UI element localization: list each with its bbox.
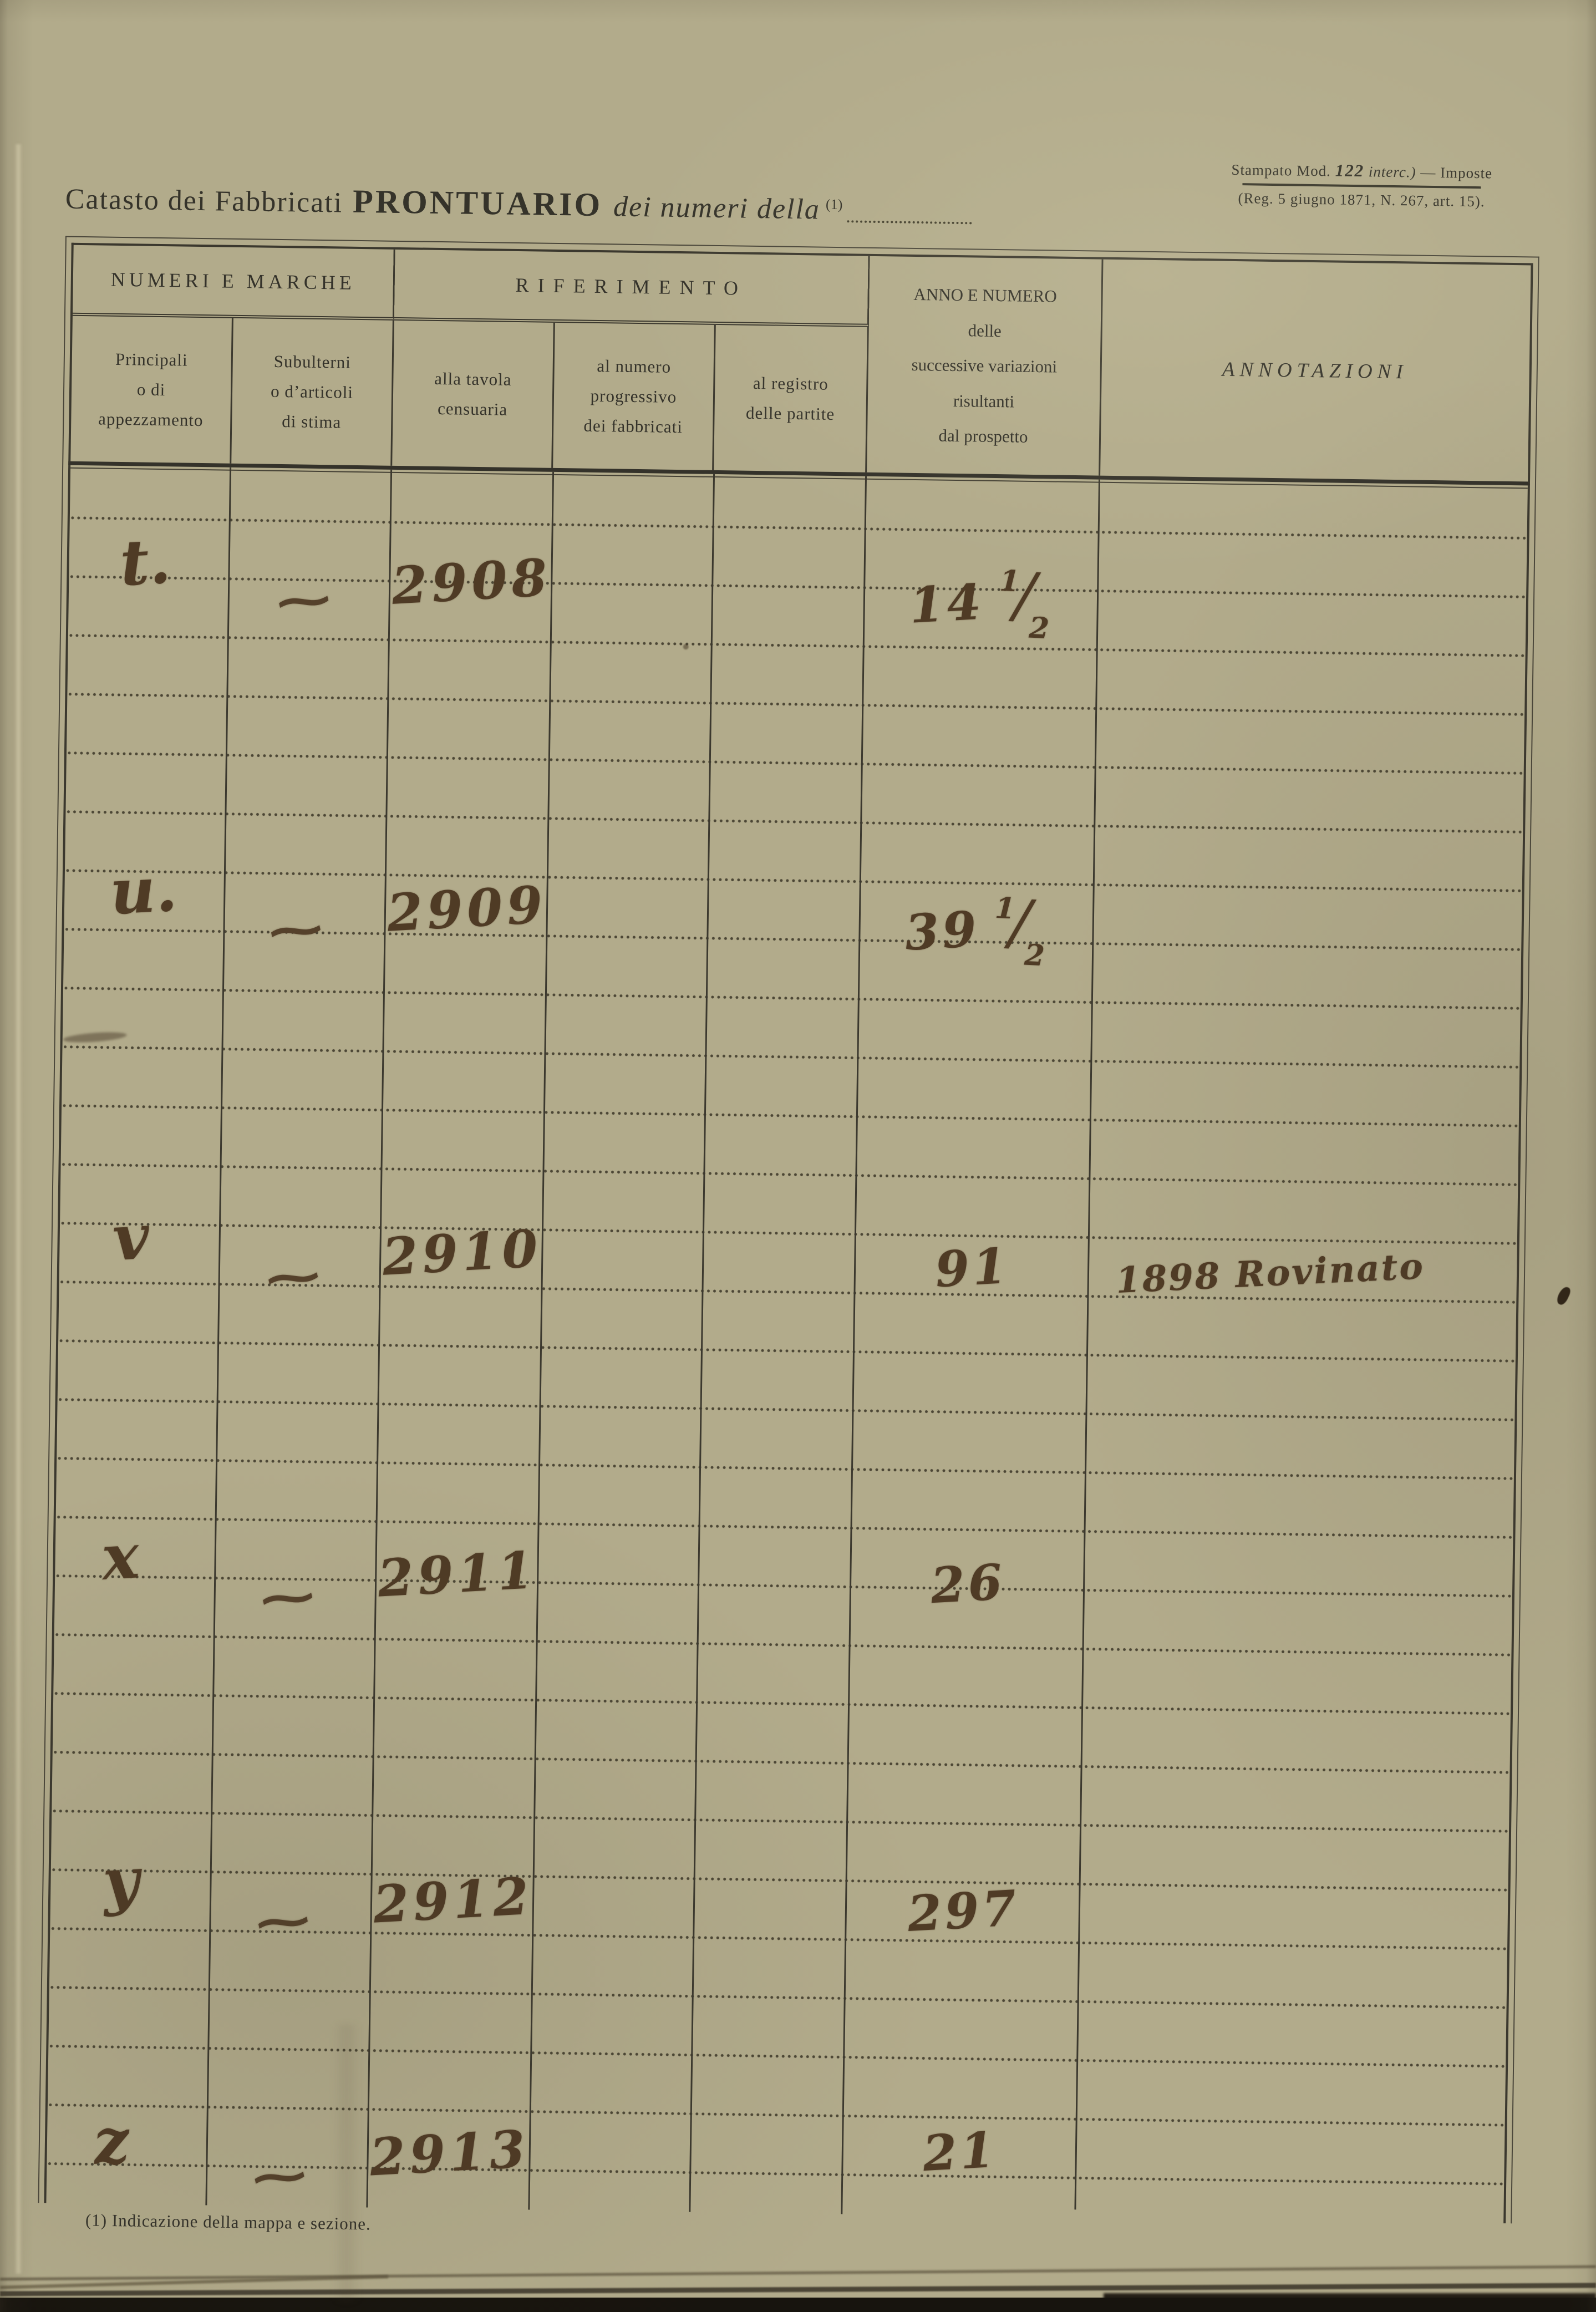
- ink-dot: [683, 644, 689, 650]
- header-anno-e-numero: ANNO E NUMERO delle successive variazion…: [867, 256, 1104, 476]
- header-annotazioni: ANNOTAZIONI: [1222, 358, 1408, 383]
- variation-fraction: 1∕2: [997, 558, 1056, 646]
- entry-parcel-number: 2913: [368, 2118, 531, 2188]
- footnote: (1) Indicazione della mappa e sezione.: [85, 2210, 372, 2234]
- column-line-4: [689, 474, 715, 2212]
- entry-ditto-mark: ~: [243, 1891, 322, 1951]
- stamp-line1: Stampato Mod. 122 interc.) — Imposte: [1157, 158, 1567, 184]
- entry-parcel-number: 2910: [380, 1218, 544, 1287]
- title-dei-numeri: dei numeri della: [613, 191, 821, 226]
- entry-ditto-mark: ~: [264, 570, 343, 630]
- title-footnote-ref: (1): [825, 196, 843, 213]
- stamp-model-number: 122: [1335, 160, 1365, 181]
- entry-letter: y: [100, 1843, 141, 1918]
- stamp-line2: (Reg. 5 giugno 1871, N. 267, art. 15).: [1238, 190, 1485, 210]
- fraction-denominator: 2: [1028, 611, 1054, 646]
- title-catasto: Catasto dei Fabbricati: [65, 183, 343, 219]
- entry-variation-number: 21: [921, 2120, 999, 2183]
- entry-ditto-mark: ~: [253, 1247, 332, 1307]
- paper-shadow-streak: [333, 2024, 360, 2301]
- stamp-divider-rule: [1242, 183, 1481, 189]
- stamp-imposte: — Imposte: [1420, 164, 1493, 182]
- document-title: Catasto dei Fabbricati PRONTUARIO dei nu…: [65, 179, 972, 230]
- entry-parcel-number: 2911: [376, 1539, 540, 1609]
- paper-crease: [14, 144, 22, 2274]
- variation-fraction: 1∕2: [992, 886, 1051, 973]
- column-line-3: [528, 471, 555, 2210]
- column-line-1: [205, 467, 232, 2206]
- title-dotted-blank: [846, 220, 972, 225]
- entry-variation-number: 91: [933, 1236, 1012, 1299]
- entry-letter: u.: [108, 852, 179, 929]
- entry-ditto-mark: ~: [240, 2146, 318, 2206]
- entry-letter: z: [92, 2104, 131, 2179]
- stamp-prefix: Stampato Mod.: [1231, 161, 1331, 180]
- header-principali: Principali o di appezzamento: [70, 316, 233, 464]
- entry-letter: x: [100, 1520, 141, 1594]
- prontuario-table: NUMERI E MARCHE RIFERIMENTO ANNO E NUMER…: [38, 236, 1539, 2224]
- book-edge: [0, 2298, 1596, 2312]
- header-subulterni: Subulterni o d’articoli di stima: [231, 318, 394, 466]
- table-body: t. ~ 2908 14 1∕2 u. ~ 2909 39 1∕2 v ~ 2910…: [44, 465, 1530, 2224]
- entry-letter: t.: [118, 525, 173, 601]
- header-al-numero-progressivo: al numero progressivo dei fabbricati: [553, 322, 716, 470]
- entry-variation-number: 26: [929, 1552, 1007, 1615]
- entry-annotation: 1898 Rovinato: [1115, 1245, 1426, 1302]
- stamp-block: Stampato Mod. 122 interc.) — Imposte (Re…: [1156, 158, 1567, 211]
- header-riferimento: RIFERIMENTO: [394, 249, 870, 327]
- column-line-5: [841, 476, 867, 2214]
- title-prontuario: PRONTUARIO: [352, 182, 603, 223]
- entry-letter: v: [111, 1200, 151, 1276]
- entry-ditto-mark: ~: [248, 1567, 327, 1627]
- column-line-6: [1074, 479, 1100, 2210]
- table-header: NUMERI E MARCHE RIFERIMENTO ANNO E NUMER…: [68, 242, 1533, 486]
- column-line-2: [366, 469, 393, 2208]
- entry-parcel-number: 2909: [385, 874, 548, 943]
- entry-parcel-number: 2908: [390, 547, 553, 616]
- header-numeri-e-marche: NUMERI E MARCHE: [72, 245, 395, 321]
- ink-mark: [1555, 1285, 1572, 1307]
- header-alla-tavola: alla tavola censuaria: [392, 320, 555, 468]
- stamp-interc: interc.): [1368, 163, 1416, 181]
- fraction-denominator: 2: [1023, 938, 1049, 973]
- variation-whole: 39: [903, 900, 982, 962]
- entry-variation-number: 14 1∕2: [863, 556, 1101, 653]
- entry-variation-number: 39 1∕2: [858, 883, 1096, 980]
- entry-parcel-number: 2912: [372, 1866, 535, 1935]
- entry-ditto-mark: ~: [256, 900, 335, 959]
- header-al-registro: al registro delle partite: [714, 324, 869, 472]
- entry-variation-number: 297: [906, 1878, 1021, 1943]
- variation-whole: 14: [908, 572, 986, 634]
